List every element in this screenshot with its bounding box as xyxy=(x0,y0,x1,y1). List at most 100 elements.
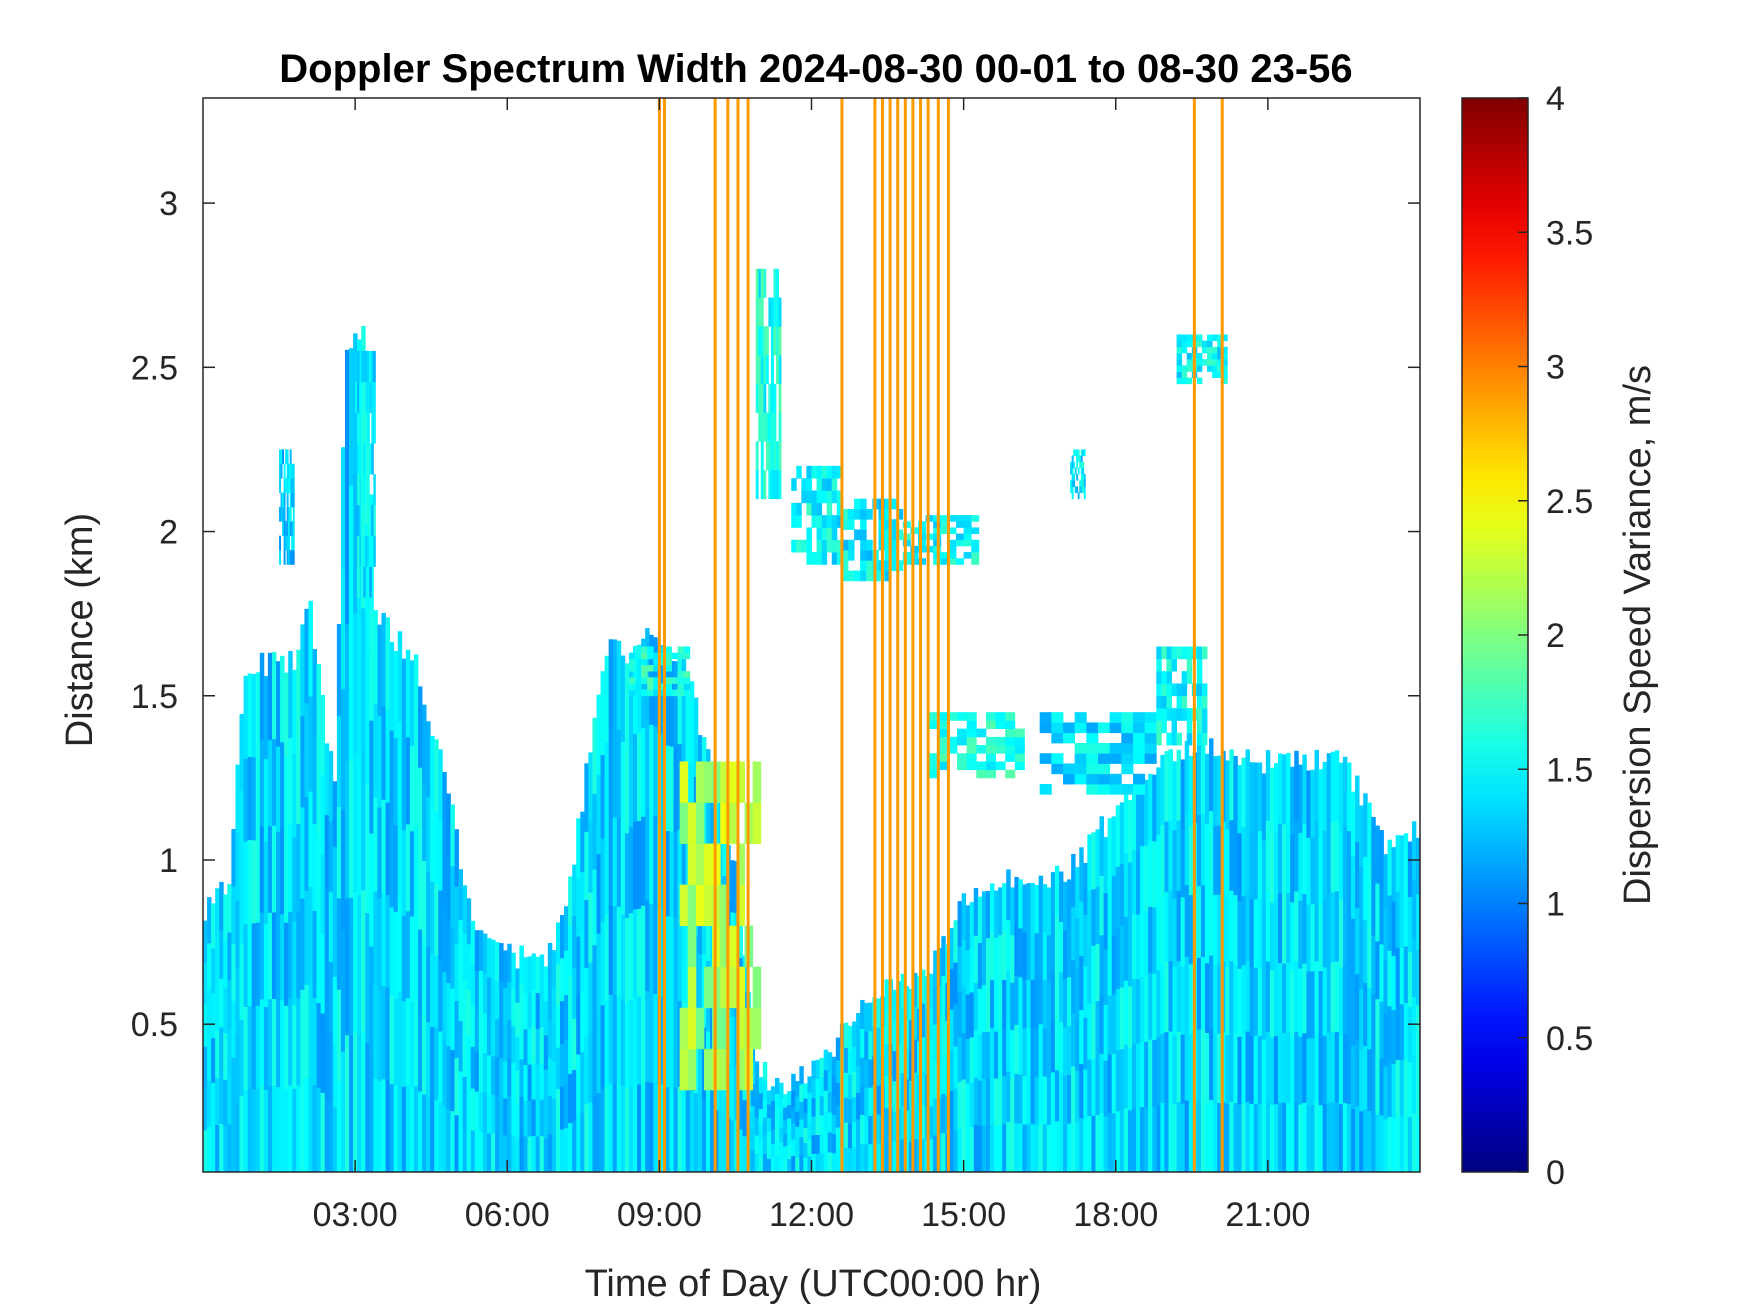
cloud-cell xyxy=(683,683,691,690)
heatmap-cell xyxy=(1249,762,1255,831)
heatmap-cell xyxy=(223,894,228,942)
cloud-cell xyxy=(363,412,366,444)
cloud-cell xyxy=(1109,784,1122,795)
heatmap-cell xyxy=(284,672,289,757)
heatmap-cell xyxy=(1355,775,1360,843)
heatmap-cell xyxy=(215,982,220,1031)
heatmap-cell xyxy=(324,1029,330,1101)
heatmap-cell xyxy=(559,1129,565,1173)
heatmap-cell xyxy=(1103,1004,1109,1061)
cloud-cell xyxy=(736,843,745,886)
heatmap-cell xyxy=(349,348,354,486)
heatmap-cell xyxy=(401,658,407,745)
cloud-cell xyxy=(280,449,283,465)
cloud-cell xyxy=(928,753,939,762)
cloud-cell xyxy=(860,570,867,582)
heatmap-cell xyxy=(1415,837,1421,894)
heatmap-cell xyxy=(430,953,435,1028)
heatmap-cell xyxy=(1030,883,1036,932)
cloud-cell xyxy=(288,550,291,565)
cloud-cell xyxy=(288,506,291,522)
heatmap-cell xyxy=(551,950,557,988)
heatmap-cell xyxy=(1342,964,1348,1034)
heatmap-cell xyxy=(1391,1117,1397,1173)
cloud-cell xyxy=(948,527,957,534)
heatmap-cell xyxy=(1168,1101,1173,1173)
chart-title: Doppler Spectrum Width 2024-08-30 00-01 … xyxy=(279,47,1352,91)
cloud-cell xyxy=(1196,658,1203,672)
heatmap-cell xyxy=(486,1133,492,1173)
heatmap-cell xyxy=(422,938,427,1017)
heatmap-cell xyxy=(418,848,423,930)
cloud-cell xyxy=(778,441,782,471)
heatmap-cell xyxy=(1127,1048,1133,1111)
cloud-cell xyxy=(1082,486,1085,493)
cloud-cell xyxy=(671,677,679,684)
cloud-cell xyxy=(854,529,861,541)
heatmap-cell xyxy=(486,938,492,978)
heatmap-cell xyxy=(1046,1124,1052,1173)
heatmap-cell xyxy=(434,811,439,884)
cloud-cell xyxy=(940,515,949,522)
heatmap-cell xyxy=(848,1025,853,1051)
cloud-cell xyxy=(1212,352,1218,360)
heatmap-cell xyxy=(401,1086,407,1173)
cloud-cell xyxy=(373,412,376,444)
cloud-cell xyxy=(776,441,779,471)
heatmap-cell xyxy=(276,831,281,917)
heatmap-cell xyxy=(608,639,614,729)
cloud-cell xyxy=(1051,732,1064,744)
heatmap-cell xyxy=(470,1004,476,1047)
heatmap-cell xyxy=(904,1048,910,1080)
cloud-cell xyxy=(1222,346,1228,354)
heatmap-cell xyxy=(470,1046,476,1089)
heatmap-cell xyxy=(973,982,979,1031)
heatmap-cell xyxy=(271,825,277,913)
heatmap-cell xyxy=(288,737,293,826)
heatmap-cell xyxy=(645,1081,650,1173)
heatmap-cell xyxy=(807,1124,812,1141)
heatmap-cell xyxy=(1087,1059,1092,1117)
heatmap-cell xyxy=(892,1020,898,1051)
heatmap-cell xyxy=(1334,820,1340,892)
cloud-cell xyxy=(365,350,368,383)
heatmap-cell xyxy=(527,1100,532,1137)
heatmap-cell xyxy=(263,924,269,1008)
heatmap-cell xyxy=(1225,897,1230,967)
heatmap-cell xyxy=(722,816,727,876)
cloud-cell xyxy=(816,502,823,516)
heatmap-cell xyxy=(1294,820,1299,892)
heatmap-cell xyxy=(284,1088,289,1173)
heatmap-cell xyxy=(1038,1073,1044,1124)
heatmap-cell xyxy=(1334,750,1340,822)
heatmap-cell xyxy=(1338,967,1344,1036)
heatmap-cell xyxy=(405,649,411,738)
cloud-cell xyxy=(1080,486,1083,493)
cloud-cell xyxy=(1166,683,1172,697)
heatmap-cell xyxy=(1022,1124,1027,1173)
cloud-cell xyxy=(1071,486,1074,493)
heatmap-cell xyxy=(1367,1048,1372,1111)
cloud-cell xyxy=(773,383,777,413)
cloud-cell xyxy=(687,1007,697,1050)
heatmap-cell xyxy=(247,839,253,924)
heatmap-cell xyxy=(531,1062,537,1100)
heatmap-cell xyxy=(413,1085,419,1173)
heatmap-cell xyxy=(827,1132,833,1153)
cloud-cell xyxy=(1082,449,1085,456)
heatmap-cell xyxy=(1148,1039,1153,1107)
cloud-cell xyxy=(641,646,648,654)
heatmap-cell xyxy=(1290,834,1295,903)
cloud-cell xyxy=(665,658,672,666)
heatmap-cell xyxy=(949,927,954,969)
heatmap-cell xyxy=(243,675,249,759)
heatmap-cell xyxy=(612,817,618,907)
cloud-cell xyxy=(1171,732,1177,746)
cloud-cell xyxy=(1121,732,1134,744)
heatmap-cell xyxy=(511,952,516,990)
heatmap-cell xyxy=(523,1028,528,1066)
cloud-cell xyxy=(687,843,697,886)
heatmap-cell xyxy=(296,997,301,1086)
heatmap-cell xyxy=(1026,931,1031,980)
heatmap-cell xyxy=(921,969,926,1004)
